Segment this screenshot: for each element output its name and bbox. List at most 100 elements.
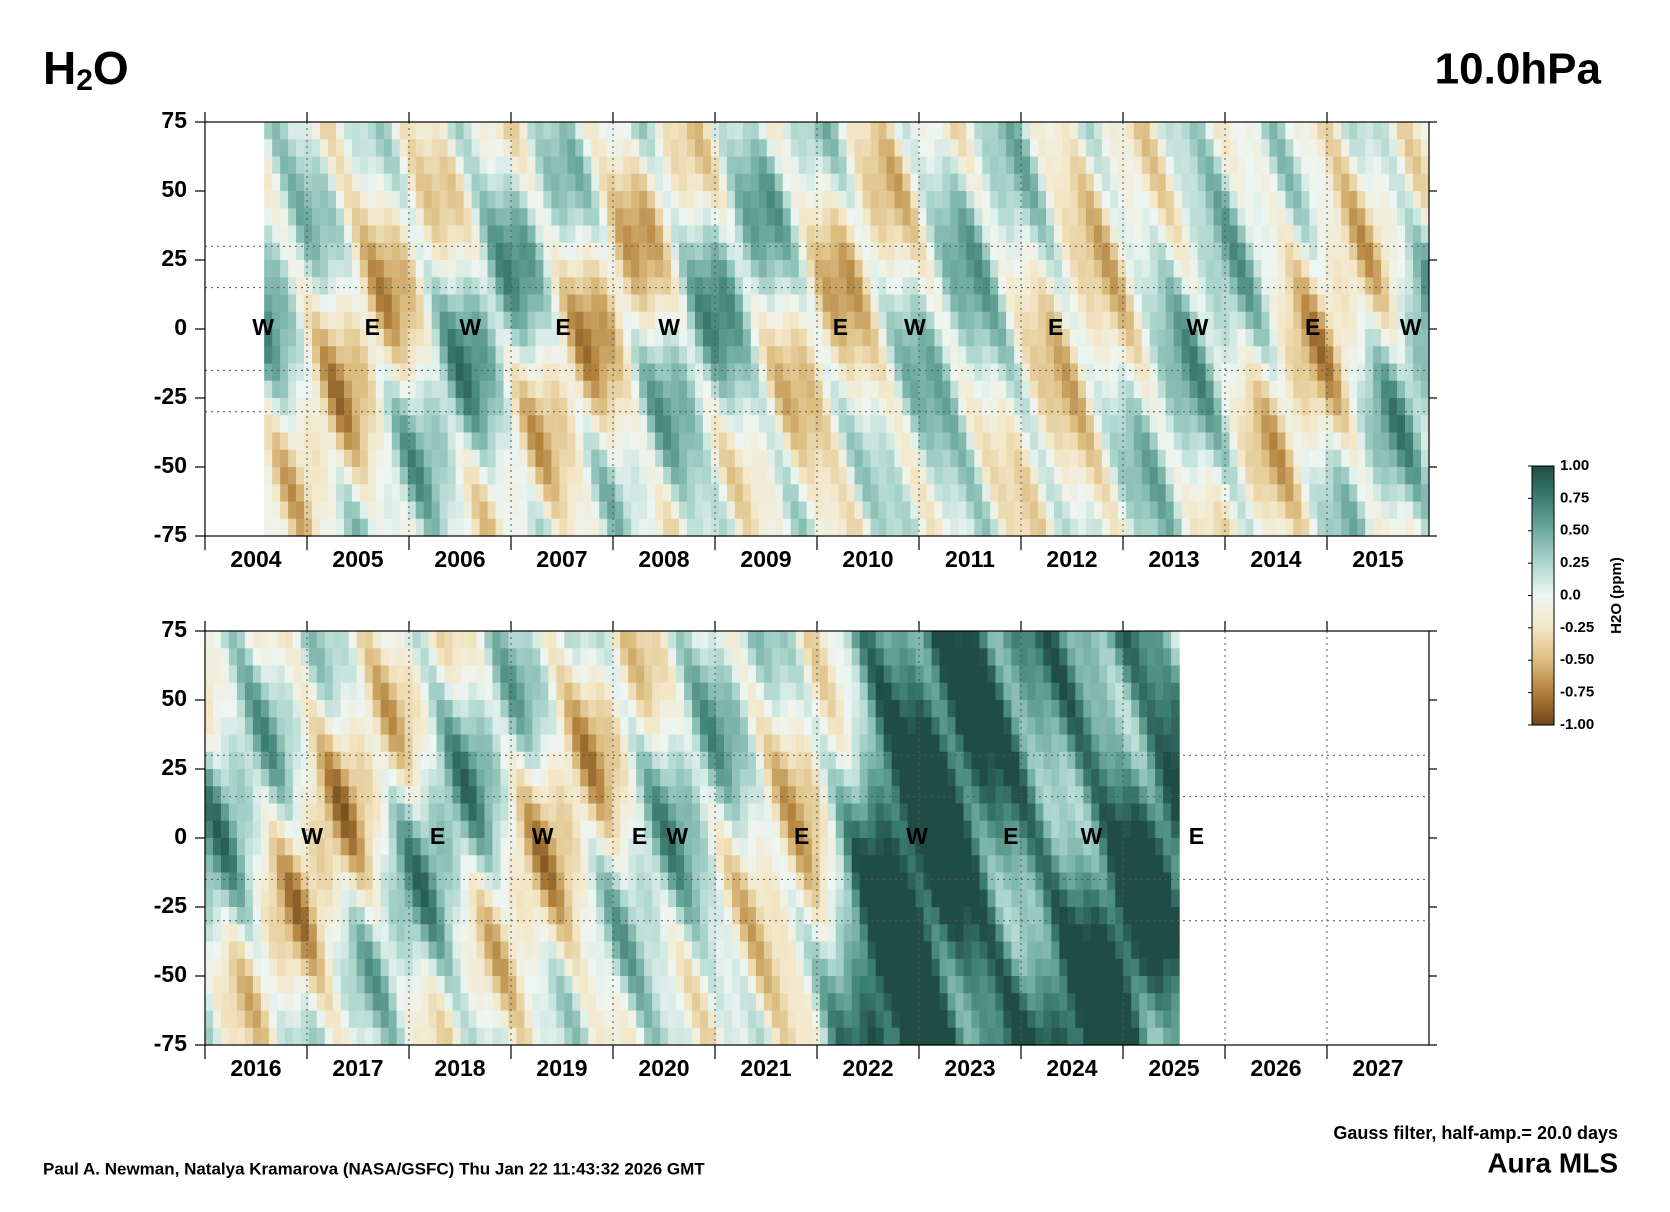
field-cell bbox=[604, 769, 613, 787]
field-cell bbox=[596, 803, 605, 822]
field-cell bbox=[806, 173, 816, 192]
field-cell bbox=[718, 398, 728, 416]
field-cell bbox=[580, 941, 589, 960]
field-cell bbox=[444, 682, 454, 701]
field-cell bbox=[588, 1010, 597, 1029]
field-cell bbox=[519, 363, 529, 382]
field-cell bbox=[463, 191, 473, 209]
field-cell bbox=[236, 976, 246, 994]
field-cell bbox=[280, 191, 289, 209]
field-cell bbox=[1341, 484, 1350, 503]
field-cell bbox=[790, 139, 800, 158]
field-cell bbox=[500, 665, 510, 684]
field-cell bbox=[375, 173, 385, 192]
field-cell bbox=[364, 838, 374, 856]
field-cell bbox=[838, 311, 848, 330]
field-cell bbox=[415, 294, 425, 313]
field-cell bbox=[758, 501, 768, 520]
field-cell bbox=[902, 467, 912, 485]
field-cell bbox=[383, 484, 393, 503]
field-cell bbox=[902, 518, 912, 537]
field-cell bbox=[312, 173, 321, 192]
field-cell bbox=[734, 277, 744, 296]
field-cell bbox=[1277, 173, 1286, 192]
field-cell bbox=[479, 311, 489, 330]
field-cell bbox=[1221, 363, 1231, 382]
field-cell bbox=[511, 208, 521, 227]
field-cell bbox=[1373, 122, 1382, 140]
field-cell bbox=[519, 501, 529, 520]
field-cell bbox=[375, 156, 385, 175]
field-cell bbox=[1373, 449, 1382, 468]
field-cell bbox=[1085, 208, 1095, 227]
field-cell bbox=[476, 631, 486, 649]
field-cell bbox=[974, 311, 983, 330]
field-cell bbox=[1261, 294, 1271, 313]
field-cell bbox=[556, 820, 565, 839]
field-cell bbox=[702, 122, 712, 140]
field-cell bbox=[316, 769, 326, 787]
field-cell bbox=[596, 769, 605, 787]
field-cell bbox=[655, 260, 664, 278]
field-cell bbox=[1165, 294, 1175, 313]
field-cell bbox=[1317, 329, 1326, 347]
field-cell bbox=[324, 838, 334, 856]
field-cell bbox=[463, 398, 473, 416]
field-cell bbox=[1349, 139, 1358, 158]
field-cell bbox=[535, 467, 545, 485]
field-cell bbox=[527, 398, 537, 416]
field-cell bbox=[503, 225, 513, 244]
qbo-phase-label: E bbox=[1048, 314, 1063, 340]
field-cell bbox=[628, 700, 637, 718]
x-tick-label: 2007 bbox=[536, 546, 587, 572]
field-cell bbox=[1006, 346, 1015, 365]
field-cell bbox=[1046, 363, 1055, 382]
field-cell bbox=[551, 260, 560, 278]
field-cell bbox=[591, 449, 600, 468]
field-cell bbox=[655, 208, 664, 227]
field-cell bbox=[1261, 380, 1271, 399]
field-cell bbox=[655, 484, 664, 503]
field-cell bbox=[535, 122, 545, 140]
field-cell bbox=[444, 1027, 454, 1046]
field-cell bbox=[503, 467, 513, 485]
field-cell bbox=[734, 484, 744, 503]
field-cell bbox=[260, 820, 270, 839]
field-cell bbox=[1405, 139, 1414, 158]
field-cell bbox=[383, 398, 393, 416]
field-cell bbox=[663, 277, 672, 296]
field-cell bbox=[548, 682, 557, 701]
field-cell bbox=[758, 191, 768, 209]
field-cell bbox=[535, 277, 545, 296]
field-cell bbox=[335, 156, 345, 175]
field-cell bbox=[503, 449, 513, 468]
field-cell bbox=[296, 242, 305, 261]
field-cell bbox=[332, 924, 342, 943]
field-cell bbox=[236, 1027, 246, 1046]
field-cell bbox=[1054, 484, 1063, 503]
field-cell bbox=[431, 398, 441, 416]
field-cell bbox=[583, 191, 592, 209]
field-cell bbox=[479, 449, 489, 468]
field-cell bbox=[1229, 139, 1239, 158]
field-cell bbox=[320, 346, 329, 365]
field-cell bbox=[367, 363, 377, 382]
field-cell bbox=[356, 838, 366, 856]
field-cell bbox=[543, 346, 552, 365]
field-cell bbox=[1285, 242, 1294, 261]
field-cell bbox=[1022, 191, 1031, 209]
field-cell bbox=[519, 432, 529, 451]
field-cell bbox=[671, 449, 680, 468]
field-cell bbox=[543, 277, 552, 296]
field-cell bbox=[487, 346, 497, 365]
field-cell bbox=[367, 225, 377, 244]
field-cell bbox=[564, 648, 573, 667]
field-cell bbox=[364, 924, 374, 943]
field-cell bbox=[244, 734, 254, 753]
field-cell bbox=[304, 122, 313, 140]
field-cell bbox=[436, 734, 446, 753]
field-cell bbox=[436, 976, 446, 994]
field-cell bbox=[1109, 225, 1119, 244]
field-cell bbox=[495, 311, 505, 330]
field-cell bbox=[1269, 329, 1279, 347]
